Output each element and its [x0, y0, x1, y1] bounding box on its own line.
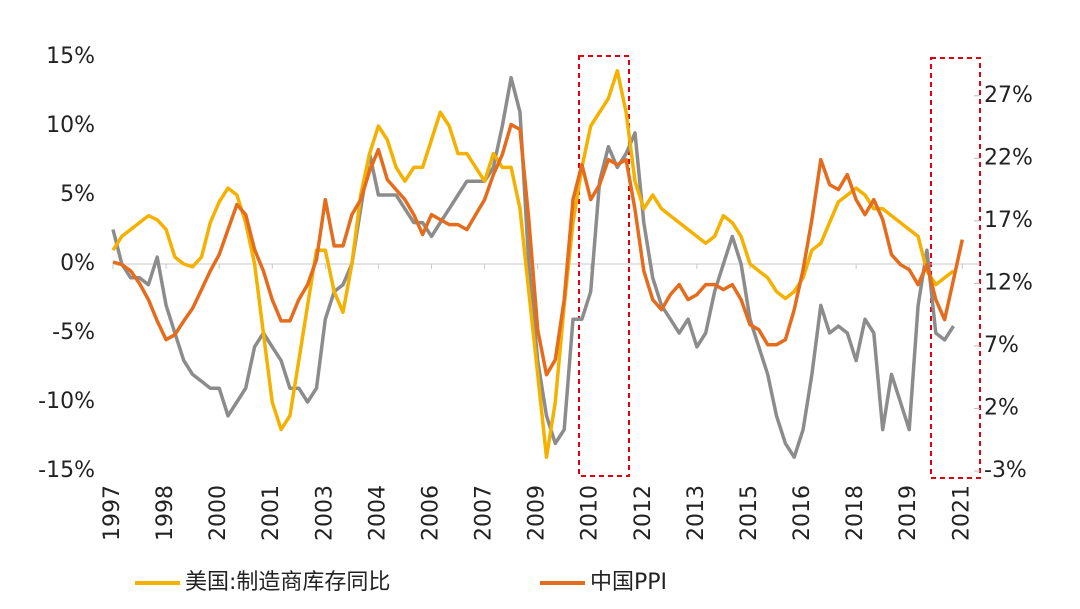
x-tick-label: 2009 — [525, 485, 550, 541]
y2-tick-label: 2% — [984, 395, 1019, 420]
x-tick-label: 2000 — [206, 485, 231, 541]
x-tick-label: 2016 — [790, 485, 815, 541]
x-tick-label: 2019 — [896, 485, 921, 541]
legend-label: 中国PPI — [590, 570, 667, 595]
y-tick-label: 0% — [60, 251, 95, 276]
x-tick-label: 2018 — [843, 485, 868, 541]
x-tick-label: 2015 — [737, 485, 762, 541]
x-tick-label: 2003 — [312, 485, 337, 541]
x-tick-label: 2006 — [418, 485, 443, 541]
series-line — [111, 75, 955, 459]
y-tick-label: 10% — [46, 113, 95, 138]
x-tick-label: 2012 — [631, 485, 656, 541]
x-tick-label: 2007 — [472, 485, 497, 541]
y-tick-label: -10% — [38, 389, 95, 414]
legend-label: 美国:制造商库存同比 — [185, 570, 390, 595]
y2-tick-label: 12% — [984, 270, 1033, 295]
x-tick-label: 1998 — [153, 485, 178, 541]
y2-tick-label: 17% — [984, 208, 1033, 233]
highlight-box — [578, 55, 630, 477]
x-tick-label: 2010 — [578, 485, 603, 541]
y2-tick-label: -3% — [984, 458, 1027, 483]
series-line — [111, 69, 955, 459]
x-tick-label: 2004 — [365, 485, 390, 541]
series-line — [112, 122, 965, 377]
x-tick-label: 2001 — [259, 485, 284, 541]
y-tick-label: 5% — [60, 182, 95, 207]
y2-tick-label: 7% — [984, 333, 1019, 358]
x-tick-label: 2013 — [684, 485, 709, 541]
y-tick-label: 15% — [46, 44, 95, 69]
y-tick-label: -5% — [52, 320, 95, 345]
x-tick-label: 2021 — [949, 485, 974, 541]
y2-tick-label: 27% — [984, 83, 1033, 108]
y-tick-label: -15% — [38, 458, 95, 483]
x-tick-label: 1997 — [100, 485, 125, 541]
y2-tick-label: 22% — [984, 145, 1033, 170]
